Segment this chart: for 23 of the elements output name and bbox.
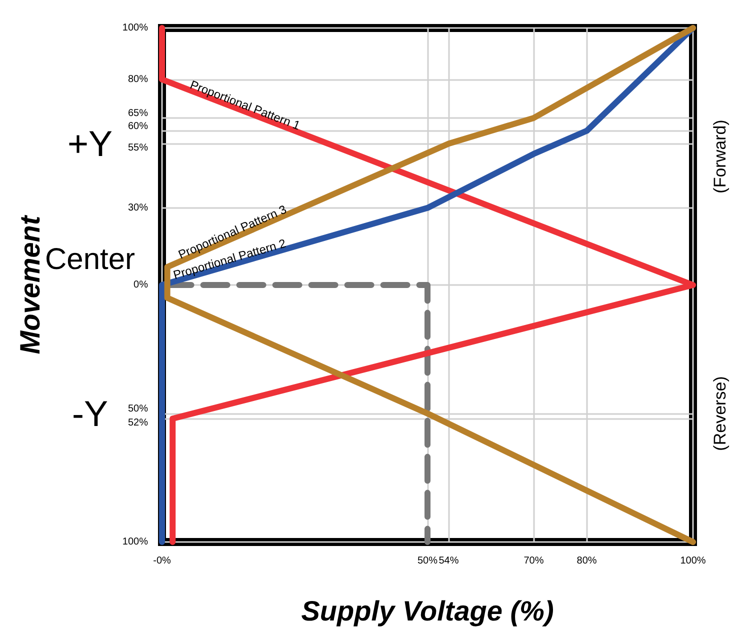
y-tick-label: 60% [128, 120, 148, 132]
x-tick-label: -0% [153, 556, 171, 566]
x-axis-title: Supply Voltage (%) [301, 596, 554, 626]
x-tick-label: 100% [680, 556, 706, 566]
y-tick-label: 50% [128, 404, 148, 414]
y-tick-label: 80% [128, 74, 148, 85]
y-tick-label: 65% [128, 108, 148, 119]
text: +Y [67, 123, 113, 164]
text: -Y [72, 393, 108, 434]
x-tick-label: 54% [438, 556, 459, 566]
x-tick-label: 50% [417, 556, 438, 566]
text: Center [44, 242, 136, 276]
y-tick-label: 0% [134, 280, 148, 290]
y-tick-label: 100% [122, 22, 148, 34]
y-tick-label: 52% [128, 418, 148, 429]
y-tick-label: 30% [128, 202, 148, 214]
y-tick-label: 100% [122, 536, 148, 548]
x-tick-label: 80% [576, 556, 597, 566]
x-tick-label: 70% [524, 556, 544, 566]
y-tick-label: 55% [128, 142, 148, 154]
y-axis-title: Movement [14, 214, 46, 354]
text: (Reverse) [710, 376, 730, 451]
text: (Forward) [710, 120, 730, 194]
